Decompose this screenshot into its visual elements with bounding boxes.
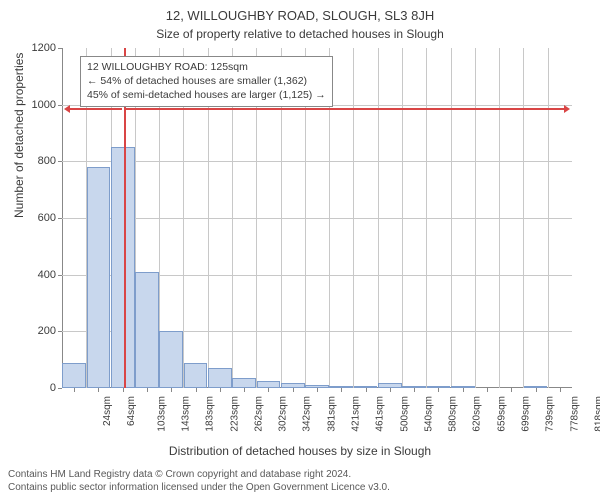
x-tick-mark [196,388,197,392]
arrow-left-icon [70,108,122,110]
x-tick-label: 421sqm [351,396,362,432]
x-tick-label: 461sqm [375,396,386,432]
y-tick-mark [58,218,62,219]
x-tick-label: 183sqm [205,396,216,432]
y-axis-label: Number of detached properties [12,53,26,218]
x-tick-label: 381sqm [326,396,337,432]
x-tick-label: 223sqm [229,396,240,432]
grid-v [548,48,549,388]
x-tick-label: 342sqm [302,396,313,432]
x-tick-label: 659sqm [496,396,507,432]
histogram-bar [184,363,208,389]
x-tick-mark [463,388,464,392]
chart-container: 12, WILLOUGHBY ROAD, SLOUGH, SL3 8JH Siz… [0,0,600,500]
x-tick-label: 302sqm [278,396,289,432]
y-tick-label: 800 [22,155,56,167]
x-tick-mark [390,388,391,392]
x-tick-mark [123,388,124,392]
histogram-bar [159,331,183,388]
x-tick-mark [511,388,512,392]
grid-h [62,161,572,162]
y-tick-label: 1200 [22,42,56,54]
y-tick-label: 1000 [22,99,56,111]
x-tick-label: 699sqm [521,396,532,432]
histogram-bar [232,378,256,388]
x-tick-mark [74,388,75,392]
x-tick-label: 143sqm [181,396,192,432]
x-tick-mark [438,388,439,392]
footer-line1: Contains HM Land Registry data © Crown c… [8,468,390,481]
x-tick-mark [293,388,294,392]
footer-line2: Contains public sector information licen… [8,481,390,494]
x-tick-label: 24sqm [102,396,113,426]
grid-v [451,48,452,388]
y-tick-mark [58,105,62,106]
x-axis-label: Distribution of detached houses by size … [0,444,600,458]
grid-v [499,48,500,388]
x-tick-label: 540sqm [423,396,434,432]
chart-title-sub: Size of property relative to detached ho… [0,23,600,41]
arrow-right-icon [126,108,564,110]
histogram-bar [111,147,135,388]
x-tick-mark [98,388,99,392]
histogram-bar [87,167,111,388]
annotation-box: 12 WILLOUGHBY ROAD: 125sqm ← 54% of deta… [80,56,333,107]
y-tick-mark [58,161,62,162]
x-tick-label: 580sqm [448,396,459,432]
x-tick-label: 103sqm [156,396,167,432]
footer: Contains HM Land Registry data © Crown c… [8,468,390,494]
plot-area: 12 WILLOUGHBY ROAD: 125sqm ← 54% of deta… [62,48,572,388]
x-tick-mark [147,388,148,392]
y-tick-label: 600 [22,212,56,224]
x-tick-mark [244,388,245,392]
x-tick-mark [414,388,415,392]
x-tick-mark [317,388,318,392]
histogram-bar [257,381,281,388]
x-tick-label: 778sqm [569,396,580,432]
x-tick-mark [536,388,537,392]
y-tick-mark [58,48,62,49]
y-tick-mark [58,275,62,276]
histogram-bar [208,368,232,388]
histogram-bar [62,363,86,389]
grid-v [523,48,524,388]
annotation-line1: 12 WILLOUGHBY ROAD: 125sqm [87,60,326,74]
x-tick-label: 262sqm [253,396,264,432]
grid-v [353,48,354,388]
grid-h [62,218,572,219]
y-tick-mark [58,331,62,332]
x-tick-label: 64sqm [126,396,137,426]
x-tick-mark [171,388,172,392]
chart-title-main: 12, WILLOUGHBY ROAD, SLOUGH, SL3 8JH [0,0,600,23]
x-tick-mark [341,388,342,392]
grid-v [475,48,476,388]
grid-v [402,48,403,388]
x-tick-label: 818sqm [593,396,600,432]
grid-v [426,48,427,388]
x-tick-mark [268,388,269,392]
y-tick-label: 0 [22,382,56,394]
x-tick-label: 500sqm [399,396,410,432]
y-axis-line [62,48,63,388]
y-tick-mark [58,388,62,389]
x-tick-label: 620sqm [472,396,483,432]
y-tick-label: 200 [22,325,56,337]
y-tick-label: 400 [22,269,56,281]
x-tick-mark [560,388,561,392]
x-tick-mark [487,388,488,392]
annotation-line3: 45% of semi-detached houses are larger (… [87,88,326,102]
histogram-bar [135,272,159,388]
x-tick-mark [366,388,367,392]
annotation-line2: ← 54% of detached houses are smaller (1,… [87,74,326,88]
x-tick-label: 739sqm [545,396,556,432]
x-tick-mark [220,388,221,392]
grid-v [378,48,379,388]
